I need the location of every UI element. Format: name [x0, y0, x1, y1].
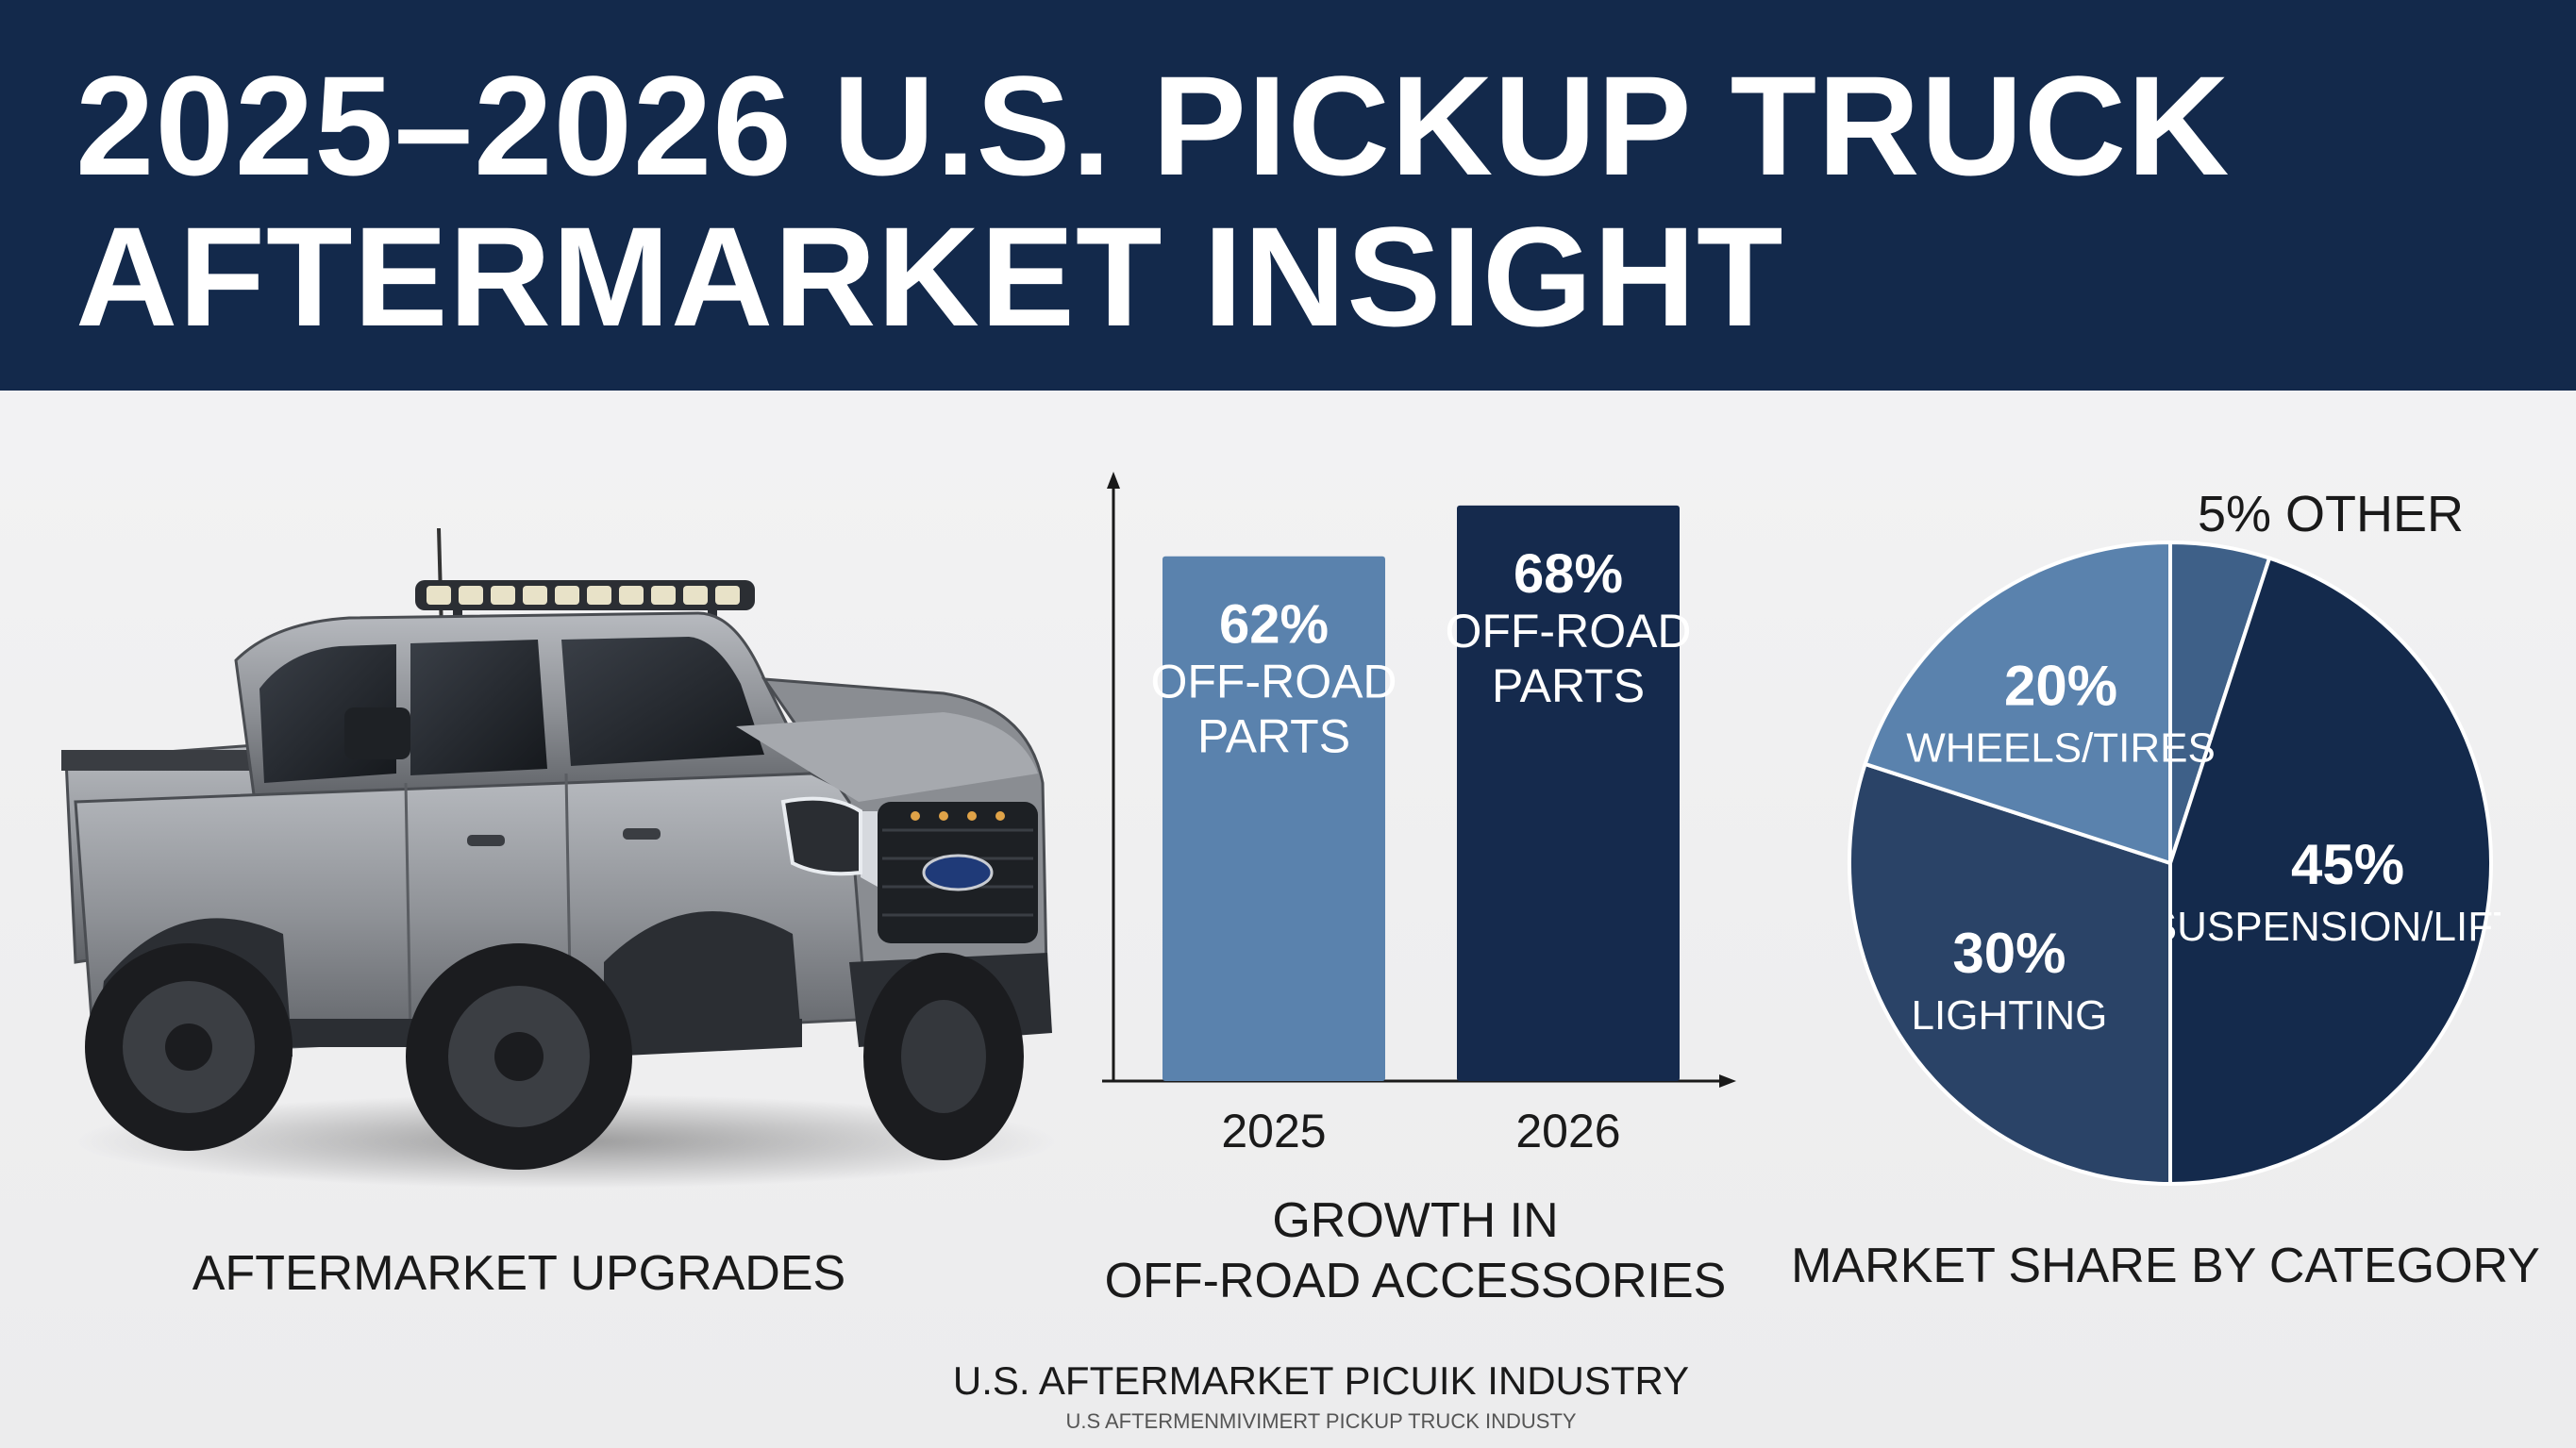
- pie-slice-wheels-tires: [1863, 540, 2172, 866]
- market-share-pie-chart: 45% SUSPENSION/LIFTS 30% LIGHTING 20% WHEELS/…: [1848, 486, 2501, 1187]
- bar-2025: [1163, 556, 1385, 1081]
- bar-caption-line-2-2026: PARTS: [1492, 659, 1645, 712]
- truck-illustration: [38, 491, 1057, 1189]
- truck-caption: AFTERMARKET UPGRADES: [192, 1246, 846, 1301]
- pie-value-label-suspension-lifts: 45%: [2291, 833, 2404, 896]
- bar-caption-line-2-2025: PARTS: [1197, 710, 1350, 763]
- bar-2026: [1457, 505, 1680, 1081]
- bar-caption-line-1-2025: OFF-ROAD: [1150, 656, 1397, 708]
- pie-value-label-lighting: 30%: [1952, 922, 2066, 985]
- bar-caption-line-1-2026: OFF-ROAD: [1445, 605, 1691, 657]
- pie-slice-lighting: [1848, 761, 2172, 1187]
- bar-chart-title: GROWTH IN OFF-ROAD ACCESSORIES: [1085, 1190, 1746, 1311]
- ford-oval-icon: [922, 854, 994, 891]
- title-line-2: AFTERMARKET INSIGHT: [75, 197, 1784, 356]
- bar-chart-title-line-1: GROWTH IN: [1272, 1193, 1559, 1248]
- title-banner: 2025–2026 U.S. PICKUP TRUCK AFTERMARKET …: [0, 0, 2576, 391]
- footer-caption: U.S. AFTERMARKET PICUIK INDUSTRY: [952, 1358, 1690, 1403]
- pickup-truck-icon: [61, 527, 1057, 1189]
- bar-value-label-2026: 68%: [1514, 543, 1623, 605]
- bar-value-label-2025: 62%: [1219, 594, 1329, 656]
- pie-chart-title: MARKET SHARE BY CATEGORY: [1791, 1239, 2540, 1293]
- pie-name-label-lighting: LIGHTING: [1912, 992, 2108, 1039]
- x-tick-label-2026: 2026: [1515, 1105, 1620, 1157]
- pie-name-label-suspension-lifts: SUSPENSION/LIFTS: [2149, 904, 2501, 950]
- footer-subcaption: U.S AFTERMENMIVIMERT PICKUP TRUCK INDUST…: [1065, 1409, 1577, 1433]
- pie-name-label-wheels-tires: WHEELS/TIRES: [1906, 724, 2216, 771]
- pie-outside-label-other: 5% OTHER: [2198, 486, 2464, 542]
- pie-slice-suspension-lifts: [2168, 556, 2493, 1187]
- title-line-1: 2025–2026 U.S. PICKUP TRUCK: [75, 46, 2231, 205]
- pie-value-label-wheels-tires: 20%: [2004, 654, 2117, 717]
- x-tick-label-2025: 2025: [1221, 1105, 1326, 1157]
- bar-chart-title-line-2: OFF-ROAD ACCESSORIES: [1104, 1254, 1727, 1308]
